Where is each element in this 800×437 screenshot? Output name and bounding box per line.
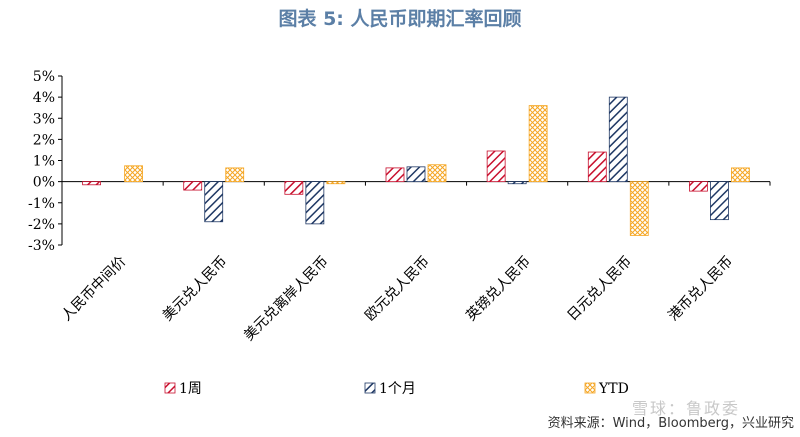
bar-2 bbox=[406, 166, 426, 183]
legend-swatch-2 bbox=[364, 382, 376, 394]
watermark: 雪球：鲁政委 bbox=[631, 399, 740, 418]
bar-2 bbox=[710, 181, 729, 221]
x-category-label: 港币兑人民币 bbox=[666, 254, 737, 325]
y-tick-label: 3% bbox=[33, 111, 55, 127]
x-category-label: 日元兑人民币 bbox=[564, 254, 635, 325]
y-tick-label: 5% bbox=[33, 69, 55, 85]
y-tick-label: 2% bbox=[33, 132, 55, 148]
bar-3 bbox=[427, 164, 447, 183]
bar-3 bbox=[629, 181, 649, 236]
y-tick-label: 1% bbox=[33, 154, 55, 170]
bar-1 bbox=[183, 181, 203, 191]
bar-1 bbox=[689, 181, 708, 192]
x-category-label: 欧元兑人民币 bbox=[362, 254, 433, 325]
plot-area: 5% 4% 3% 2% 1% 0% -1% -2% -3%人民币中间价 美元兑人民币 美元兑离岸人民… bbox=[28, 69, 771, 344]
bar-1 bbox=[486, 150, 506, 183]
legend-label-1: 1周 bbox=[179, 381, 202, 397]
bar-3 bbox=[124, 165, 143, 183]
y-tick-label: -1% bbox=[28, 196, 55, 212]
x-category-label: 美元兑人民币 bbox=[160, 254, 231, 325]
bar-2 bbox=[507, 181, 527, 185]
bar-3 bbox=[326, 181, 346, 185]
bar-2 bbox=[204, 181, 224, 223]
x-category-label: 人民币中间价 bbox=[59, 254, 130, 325]
y-tick-label: -2% bbox=[28, 217, 55, 233]
bar-2 bbox=[305, 181, 325, 225]
bar-1 bbox=[587, 151, 607, 183]
y-tick-label: 4% bbox=[33, 90, 55, 106]
y-tick-label: 0% bbox=[33, 175, 55, 191]
legend-label-3: YTD bbox=[598, 381, 629, 397]
bar-3 bbox=[225, 167, 245, 183]
chart-title: 图表 5: 人民币即期汇率回顾 bbox=[278, 8, 522, 30]
bar-3 bbox=[528, 105, 548, 183]
bar-1 bbox=[284, 181, 304, 195]
legend-label-2: 1个月 bbox=[379, 381, 416, 397]
legend-swatch-3 bbox=[584, 382, 596, 394]
bar-1 bbox=[82, 181, 101, 186]
legend: 1周 1个月 YTD bbox=[164, 381, 629, 397]
bar-1 bbox=[385, 167, 405, 183]
bar-3 bbox=[731, 167, 750, 183]
x-category-label: 英镑兑人民币 bbox=[463, 253, 534, 324]
x-category-label: 美元兑离岸人民币 bbox=[240, 253, 331, 344]
source-note: 资料来源：Wind，Bloomberg，兴业研究 bbox=[547, 416, 794, 431]
legend-swatch-1 bbox=[164, 382, 176, 394]
bar-2 bbox=[608, 96, 628, 183]
y-tick-label: -3% bbox=[28, 238, 55, 254]
